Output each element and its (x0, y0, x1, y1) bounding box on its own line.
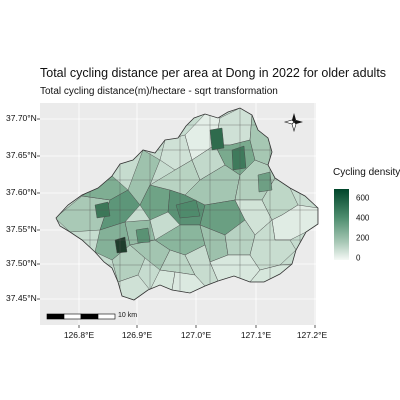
legend-color-bar (334, 189, 349, 260)
legend-tick-label: 200 (356, 233, 370, 243)
y-tick-label: 37.45°N (6, 293, 37, 303)
y-tick-label: 37.65°N (6, 150, 37, 160)
y-tick-label: 37.50°N (6, 258, 37, 268)
x-tick-label: 127.0°E (180, 330, 212, 340)
x-tick-label: 126.9°E (121, 330, 153, 340)
legend-title: Cycling density (333, 167, 400, 178)
north-arrow-icon (283, 113, 303, 133)
scale-bar-label: 10 km (118, 312, 138, 319)
legend-tick-label: 600 (356, 193, 370, 203)
x-tick-label: 126.8°E (63, 330, 95, 340)
dong-boundaries (60, 108, 318, 300)
legend-tick-label: 0 (356, 253, 361, 263)
axis-ticks (37, 118, 316, 328)
y-tick-label: 37.70°N (6, 113, 37, 123)
scale-bar (46, 313, 116, 320)
y-tick-label: 37.55°N (6, 224, 37, 234)
map-subtitle: Total cycling distance(m)/hectare - sqrt… (40, 86, 278, 97)
map-title: Total cycling distance per area at Dong … (40, 66, 387, 80)
y-tick-label: 37.60°N (6, 187, 37, 197)
legend-tick-label: 400 (356, 213, 370, 223)
x-tick-label: 127.1°E (240, 330, 272, 340)
x-tick-label: 127.2°E (296, 330, 328, 340)
